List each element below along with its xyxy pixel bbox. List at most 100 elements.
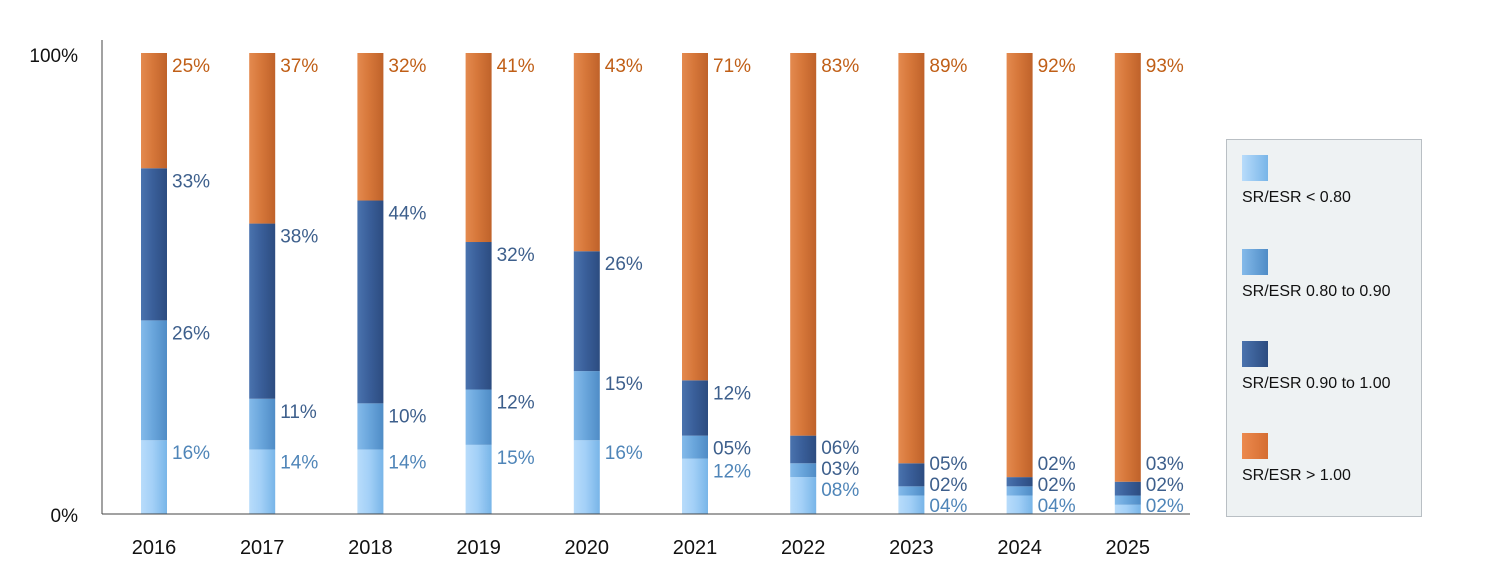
data-label-2023-sr-esr-0-80: 04%: [929, 496, 967, 517]
bar-2020-sr-esr-1-00: [573, 53, 600, 252]
legend-label-090-100: SR/ESR 0.90 to 1.00: [1242, 375, 1391, 392]
data-label-2022-sr-esr-0-80: 08%: [821, 480, 859, 501]
data-label-2023-sr-esr-1-00: 89%: [929, 56, 967, 77]
data-label-2024-sr-esr-0-90-to-1-00: 02%: [1038, 454, 1076, 475]
data-label-2016-sr-esr-0-90-to-1-00: 33%: [172, 171, 210, 192]
bar-2023-sr-esr-1-00: [898, 53, 925, 464]
data-label-2019-sr-esr-0-80-to-0-90: 12%: [497, 393, 535, 414]
x-tick-2019: 2019: [456, 537, 501, 559]
bars-group: [141, 53, 1141, 514]
bar-2023-sr-esr-0-80: [898, 495, 925, 514]
data-labels-group: 16% 26% 33% 25% 14% 11% 38% 37% 14% 10% 44% 32% 15% 1…: [172, 56, 1184, 517]
data-label-2018-sr-esr-0-80: 14%: [388, 452, 426, 473]
y-tick-100: 100%: [29, 46, 78, 67]
bar-2020-sr-esr-0-80-to-0-90: [573, 371, 600, 441]
bar-2018-sr-esr-0-80-to-0-90: [357, 403, 384, 450]
data-label-2022-sr-esr-0-90-to-1-00: 06%: [821, 438, 859, 459]
x-tick-2018: 2018: [348, 537, 393, 559]
data-label-2017-sr-esr-0-90-to-1-00: 38%: [280, 227, 318, 248]
data-label-2024-sr-esr-1-00: 92%: [1038, 56, 1076, 77]
x-tick-2017: 2017: [240, 537, 285, 559]
bar-2021-sr-esr-1-00: [682, 53, 708, 381]
data-label-2020-sr-esr-0-80-to-0-90: 15%: [605, 374, 643, 395]
bar-2016-sr-esr-0-90-to-1-00: [141, 168, 167, 321]
bar-2025-sr-esr-1-00: [1114, 53, 1141, 482]
y-tick-0: 0%: [51, 506, 79, 527]
bar-2019-sr-esr-1-00: [465, 53, 492, 243]
data-label-2019-sr-esr-0-90-to-1-00: 32%: [497, 245, 535, 266]
bar-2024-sr-esr-0-90-to-1-00: [1006, 477, 1033, 487]
bar-2019-sr-esr-0-90-to-1-00: [465, 242, 492, 390]
legend-label-gt-100: SR/ESR > 1.00: [1242, 467, 1351, 484]
data-label-2016-sr-esr-0-80-to-0-90: 26%: [172, 323, 210, 344]
legend-item-080-090: SR/ESR 0.80 to 0.90: [1242, 249, 1391, 301]
bar-2017-sr-esr-0-80: [249, 449, 276, 514]
x-tick-2024: 2024: [997, 537, 1042, 559]
x-tick-2023: 2023: [889, 537, 934, 559]
bar-2024-sr-esr-0-80-to-0-90: [1006, 486, 1033, 496]
bar-2022-sr-esr-0-80: [790, 477, 817, 514]
stacked-bar-chart: 16% 26% 33% 25% 14% 11% 38% 37% 14% 10% 44% 32% 15% 1…: [29, 40, 1190, 559]
bar-2024-sr-esr-0-80: [1006, 495, 1033, 514]
data-label-2020-sr-esr-0-80: 16%: [605, 443, 643, 464]
data-label-2021-sr-esr-0-80-to-0-90: 05%: [713, 439, 751, 460]
data-label-2021-sr-esr-0-90-to-1-00: 12%: [713, 383, 751, 404]
x-tick-2025: 2025: [1106, 537, 1151, 559]
data-label-2018-sr-esr-0-90-to-1-00: 44%: [388, 204, 426, 225]
bar-2017-sr-esr-0-90-to-1-00: [249, 223, 276, 399]
data-label-2017-sr-esr-0-80-to-0-90: 11%: [280, 402, 317, 423]
x-tick-2016: 2016: [132, 537, 177, 559]
x-tick-2020: 2020: [565, 537, 610, 559]
bar-2021-sr-esr-0-80: [682, 458, 708, 514]
bar-2025-sr-esr-0-80: [1114, 504, 1141, 514]
data-label-2018-sr-esr-0-80-to-0-90: 10%: [388, 406, 426, 427]
bar-2019-sr-esr-0-80: [465, 444, 492, 514]
x-tick-labels: 2016 2017 2018 2019 2020 2021 2022 2023 2024 2025: [132, 537, 1150, 559]
bar-2023-sr-esr-0-80-to-0-90: [898, 486, 925, 496]
bar-2022-sr-esr-1-00: [790, 53, 817, 436]
legend-swatch-lt-080: [1242, 155, 1268, 181]
bar-2018-sr-esr-1-00: [357, 53, 384, 201]
data-label-2021-sr-esr-0-80: 12%: [713, 462, 751, 483]
legend: SR/ESR < 0.80 SR/ESR 0.80 to 0.90 SR/ESR…: [1226, 139, 1422, 517]
bar-2020-sr-esr-0-90-to-1-00: [573, 251, 600, 372]
bar-2021-sr-esr-0-80-to-0-90: [682, 435, 708, 459]
legend-swatch-080-090: [1242, 249, 1268, 275]
bar-2024-sr-esr-1-00: [1006, 53, 1033, 478]
data-label-2025-sr-esr-0-80: 02%: [1146, 496, 1184, 517]
data-label-2022-sr-esr-0-80-to-0-90: 03%: [821, 459, 859, 480]
data-label-2019-sr-esr-1-00: 41%: [497, 56, 535, 77]
data-label-2025-sr-esr-1-00: 93%: [1146, 56, 1184, 77]
data-label-2017-sr-esr-0-80: 14%: [280, 452, 318, 473]
data-label-2016-sr-esr-1-00: 25%: [172, 56, 210, 77]
bar-2017-sr-esr-1-00: [249, 53, 276, 224]
legend-label-080-090: SR/ESR 0.80 to 0.90: [1242, 283, 1391, 300]
bar-2016-sr-esr-1-00: [141, 53, 167, 169]
x-tick-2022: 2022: [781, 537, 826, 559]
bar-2016-sr-esr-0-80-to-0-90: [141, 320, 167, 441]
legend-swatch-gt-100: [1242, 433, 1268, 459]
bar-2025-sr-esr-0-90-to-1-00: [1114, 481, 1141, 496]
legend-label-lt-080: SR/ESR < 0.80: [1242, 189, 1351, 206]
bar-2023-sr-esr-0-90-to-1-00: [898, 463, 925, 487]
data-label-2017-sr-esr-1-00: 37%: [280, 56, 318, 77]
data-label-2023-sr-esr-0-80-to-0-90: 02%: [929, 475, 967, 496]
bar-2018-sr-esr-0-90-to-1-00: [357, 200, 384, 404]
data-label-2025-sr-esr-0-80-to-0-90: 02%: [1146, 475, 1184, 496]
data-label-2023-sr-esr-0-90-to-1-00: 05%: [929, 454, 967, 475]
bar-2016-sr-esr-0-80: [141, 440, 167, 514]
data-label-2020-sr-esr-1-00: 43%: [605, 56, 643, 77]
data-label-2020-sr-esr-0-90-to-1-00: 26%: [605, 254, 643, 275]
data-label-2021-sr-esr-1-00: 71%: [713, 56, 751, 77]
data-label-2019-sr-esr-0-80: 15%: [497, 448, 535, 469]
legend-swatch-090-100: [1242, 341, 1268, 367]
bar-2019-sr-esr-0-80-to-0-90: [465, 389, 492, 445]
data-label-2024-sr-esr-0-80: 04%: [1038, 496, 1076, 517]
bar-2020-sr-esr-0-80: [573, 440, 600, 514]
data-label-2024-sr-esr-0-80-to-0-90: 02%: [1038, 475, 1076, 496]
data-label-2018-sr-esr-1-00: 32%: [388, 56, 426, 77]
data-label-2022-sr-esr-1-00: 83%: [821, 56, 859, 77]
bar-2025-sr-esr-0-80-to-0-90: [1114, 495, 1141, 505]
data-label-2025-sr-esr-0-90-to-1-00: 03%: [1146, 454, 1184, 475]
bar-2018-sr-esr-0-80: [357, 449, 384, 514]
